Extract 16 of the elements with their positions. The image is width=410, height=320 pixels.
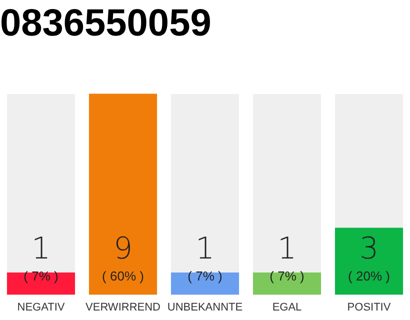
annotation: ( 7% ) (24, 268, 58, 284)
annotation: ( 7% ) (188, 268, 222, 284)
annotation: ( 60% ) (102, 268, 144, 284)
data-label: 1 (277, 232, 297, 267)
data-label: 9 (113, 232, 133, 267)
x-tick-label: UNBEKANNTE (167, 301, 243, 314)
annotation: ( 7% ) (270, 268, 304, 284)
data-label: 1 (195, 232, 215, 267)
annotation: ( 20% ) (348, 268, 390, 284)
chart-title: 0836550059 (0, 2, 212, 44)
data-label: 1 (31, 232, 51, 267)
x-tick-label: POSITIV (347, 301, 392, 314)
data-label: 3 (359, 232, 379, 267)
x-tick-label: NEGATIV (17, 301, 66, 314)
x-tick-label: VERWIRREND (86, 301, 161, 314)
x-tick-label: EGAL (272, 301, 302, 314)
